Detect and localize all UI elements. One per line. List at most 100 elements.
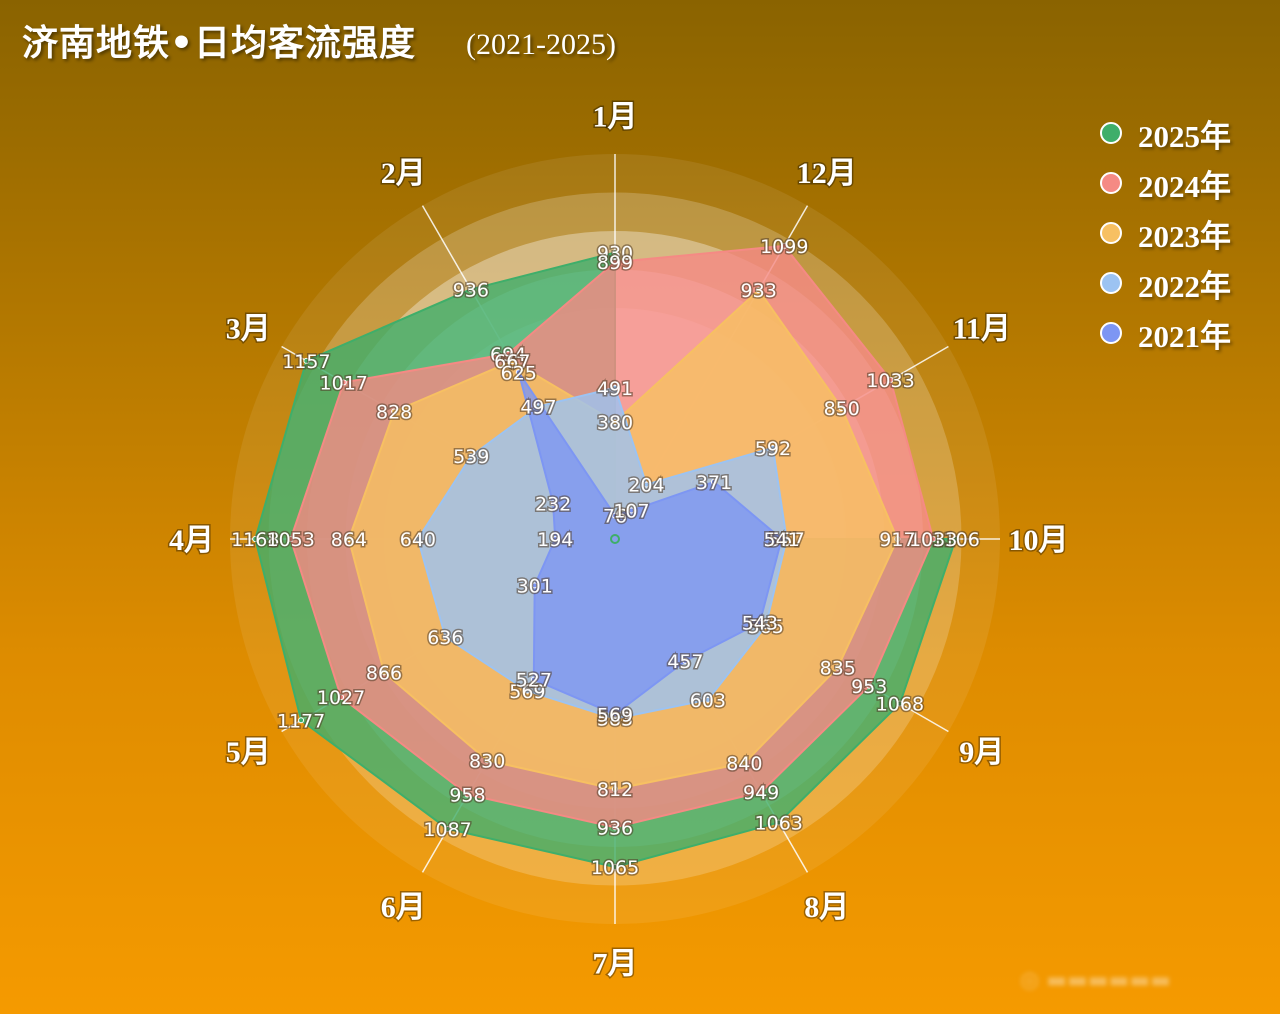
data-label: 497 [520,396,556,418]
data-label: 899 [597,252,633,274]
data-label: 936 [453,279,489,301]
legend-item[interactable]: 2023年 [1100,208,1231,258]
axis-label: 3月 [226,312,271,345]
series-point [778,536,785,542]
data-label: 1068 [876,693,924,715]
data-label: 603 [690,690,726,712]
chart-title: 济南地铁•日均客流强度 [22,23,417,64]
series-point [762,623,769,630]
series-point [442,633,449,640]
series-point [298,717,305,724]
legend-item[interactable]: 2022年 [1100,258,1231,308]
data-label: 930 [597,243,633,265]
series-point [444,825,451,832]
series-point [612,384,618,391]
data-label: 1063 [755,813,803,835]
series-point [769,444,776,451]
data-label: 835 [820,658,856,680]
data-label: 76 [603,506,627,528]
series-point [612,418,618,425]
data-label: 949 [743,782,779,804]
series-point [484,757,491,764]
data-label: 371 [696,472,732,494]
data-label: 541 [763,529,799,551]
data-label: 864 [331,529,367,551]
legend-label: 2025年 [1138,118,1231,154]
series-point [741,760,748,767]
series-point [775,819,782,826]
data-label: 953 [851,676,887,698]
legend-marker-icon [1100,222,1122,244]
data-label: 1033 [909,529,957,551]
data-label: 830 [469,750,505,772]
data-label: 866 [366,662,402,684]
data-label: 625 [501,362,537,384]
series-point [612,512,618,519]
axis-label: 1月 [593,101,638,134]
series-point [505,350,512,357]
axis-label: 9月 [959,736,1004,769]
axis-label: 4月 [169,524,214,557]
axis-label: 7月 [593,948,638,981]
series-point [682,657,689,664]
series-point [612,786,618,793]
series-point [612,824,618,831]
axis-label: 6月 [381,891,426,924]
data-label: 640 [400,529,436,551]
data-label: 828 [376,401,412,423]
legend-item[interactable]: 2025年 [1100,108,1231,158]
series-point [930,536,937,542]
series-point [952,536,959,542]
radar-points [252,242,959,871]
legend-label: 2023年 [1138,218,1231,254]
data-label: 636 [427,627,463,649]
series-point [468,452,475,459]
series-point [628,507,635,514]
legend-item[interactable]: 2024年 [1100,158,1231,208]
axis-label: 5月 [226,736,271,769]
series-point [287,536,294,542]
series-point [530,676,537,683]
series-point [338,694,345,701]
series-point [515,369,522,376]
data-label: 583 [597,709,633,731]
data-label: 107 [613,500,649,522]
series-point [894,536,901,542]
axis-label: 2月 [381,157,426,190]
chart-subtitle: (2021-2025) [466,28,616,61]
data-label: 457 [667,651,703,673]
watermark: ◎ ▬▬▬▬▬▬ [1020,968,1171,993]
series-point [552,536,559,542]
series-point [303,357,310,364]
data-label: 1087 [423,819,471,841]
axis-label: 8月 [804,891,849,924]
series-point [414,536,421,542]
legend-label: 2022年 [1138,268,1231,304]
series-point [340,379,347,386]
series-point [755,287,762,294]
data-label: 1027 [317,687,365,709]
data-label: 557 [768,529,804,551]
data-label: 1106 [931,529,979,551]
series-point [467,286,474,293]
series-point [464,791,471,798]
series-point [838,405,845,412]
axis-label: 11月 [953,312,1011,345]
axis-label: 10月 [1009,524,1069,557]
series-point [391,408,398,415]
data-label: 667 [494,351,530,373]
data-label: 380 [597,412,633,434]
series-point [531,582,538,589]
data-label: 527 [516,670,552,692]
data-label: 565 [748,616,784,638]
series-point [612,864,618,871]
legend-item[interactable]: 2021年 [1100,308,1231,358]
data-label: 1177 [277,710,325,732]
data-label: 569 [597,704,633,726]
series-point [381,669,388,676]
series-point [252,536,259,542]
legend-marker-icon [1100,272,1122,294]
data-label: 592 [755,438,791,460]
series-point [612,259,618,266]
